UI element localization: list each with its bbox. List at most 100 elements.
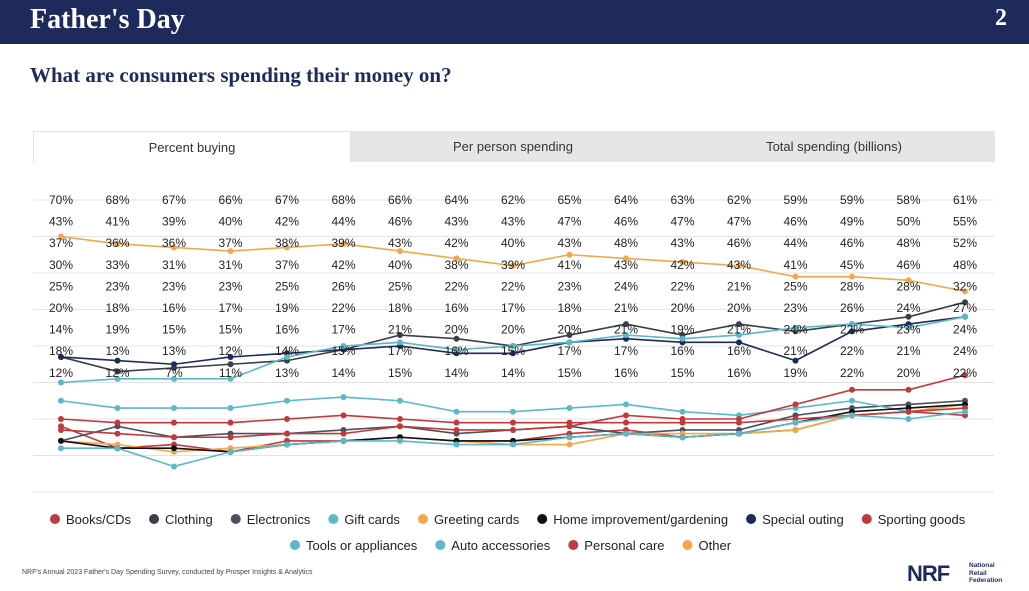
data-point-10-4 [284,430,290,437]
data-label-6-10: 21% [614,323,638,337]
data-label-0-7: 64% [444,193,468,207]
data-label-7-11: 16% [670,344,694,358]
data-label-0-10: 64% [614,193,638,207]
logo-line-3: Federation [969,577,1003,584]
data-label-6-9: 20% [557,323,581,337]
data-label-1-4: 42% [275,215,299,229]
data-label-0-11: 63% [670,193,694,207]
data-point-1-9 [566,332,573,339]
data-label-2-9: 43% [557,236,581,250]
data-point-6-3 [227,353,234,360]
legend-marker-10 [568,540,579,550]
data-label-7-16: 24% [953,344,977,358]
data-label-4-12: 21% [727,279,751,293]
data-point-3-3 [227,405,234,412]
data-label-2-4: 38% [275,236,299,250]
data-point-6-0 [58,353,64,360]
data-label-4-9: 23% [557,279,581,293]
data-label-6-4: 16% [275,323,299,337]
data-label-2-14: 46% [840,236,864,250]
data-label-1-13: 46% [783,215,807,229]
data-point-11-9 [566,251,573,258]
data-point-11-0 [58,233,64,240]
legend-marker-9 [435,540,446,550]
data-label-2-7: 42% [444,236,468,250]
data-label-4-6: 25% [388,279,412,293]
data-point-11-6 [397,248,403,255]
data-label-5-7: 16% [444,301,468,315]
tab-percent-buying[interactable]: Percent buying [33,131,351,162]
data-point-10-1 [114,430,121,437]
data-label-8-3: 11% [219,366,242,380]
legend-marker-7 [861,514,872,524]
data-label-8-16: 22% [953,366,977,380]
data-label-4-16: 32% [953,279,977,293]
data-point-3-7 [453,408,460,415]
data-point-8-8 [510,441,516,448]
tab-per-person-spending[interactable]: Per person spending [453,139,573,154]
data-point-9-6 [397,339,403,346]
data-point-3-8 [510,408,516,415]
data-point-1-6 [397,332,403,339]
data-label-1-2: 39% [162,215,186,229]
data-point-8-7 [453,441,460,448]
data-label-2-3: 37% [218,236,242,250]
data-label-8-13: 19% [783,366,807,380]
data-point-6-14 [849,328,855,335]
data-point-3-1 [114,405,121,412]
data-label-5-5: 22% [331,301,355,315]
legend-label-8: Tools or appliances [306,538,418,553]
data-point-9-12 [736,332,742,339]
data-label-3-10: 43% [614,258,638,272]
data-label-3-7: 38% [444,258,468,272]
nrf-logo: NRF National Retail Federation [907,561,1017,587]
data-point-11-4 [284,244,290,251]
data-label-8-15: 20% [896,366,920,380]
data-label-1-14: 49% [840,215,864,229]
data-point-10-13 [792,401,799,408]
data-label-7-3: 12% [218,344,242,358]
data-point-10-10 [623,412,629,419]
data-label-2-5: 39% [331,236,355,250]
data-label-2-12: 46% [727,236,751,250]
data-label-3-11: 42% [670,258,694,272]
data-point-11-13 [792,273,799,280]
data-label-6-5: 17% [331,323,355,337]
data-point-11-8 [510,262,516,269]
data-label-0-13: 59% [783,193,807,207]
legend-marker-8 [290,540,300,550]
data-label-4-11: 22% [670,279,694,293]
data-label-8-14: 22% [840,366,864,380]
data-point-1-3 [227,361,234,368]
data-point-8-6 [397,437,403,444]
data-label-1-16: 55% [953,215,977,229]
data-label-4-0: 25% [49,279,73,293]
tab-total-spending[interactable]: Total spending (billions) [766,139,902,154]
data-label-3-5: 42% [331,258,355,272]
data-point-9-2 [171,375,177,382]
data-point-7-4 [284,416,290,422]
legend-label-9: Auto accessories [451,538,550,553]
data-point-8-14 [849,412,855,419]
logo-line-1: National [969,562,995,569]
data-label-7-10: 17% [614,344,638,358]
data-label-8-7: 14% [444,366,468,380]
data-label-7-12: 16% [727,344,751,358]
data-point-8-5 [340,437,347,444]
data-point-7-3 [227,419,234,426]
data-label-4-8: 22% [501,279,525,293]
data-point-1-1 [114,368,121,375]
data-label-8-6: 15% [388,366,412,380]
data-point-3-2 [171,405,177,412]
data-point-11-1 [114,240,121,247]
data-point-11-2 [171,244,177,251]
data-point-5-2 [171,445,177,452]
data-point-9-13 [792,324,799,331]
data-point-11-15 [905,277,912,284]
data-label-7-5: 15% [331,344,355,358]
data-point-9-1 [114,375,121,382]
data-point-1-16 [962,299,968,306]
data-label-8-10: 16% [614,366,638,380]
data-label-4-7: 22% [444,279,468,293]
data-label-0-9: 65% [557,193,581,207]
